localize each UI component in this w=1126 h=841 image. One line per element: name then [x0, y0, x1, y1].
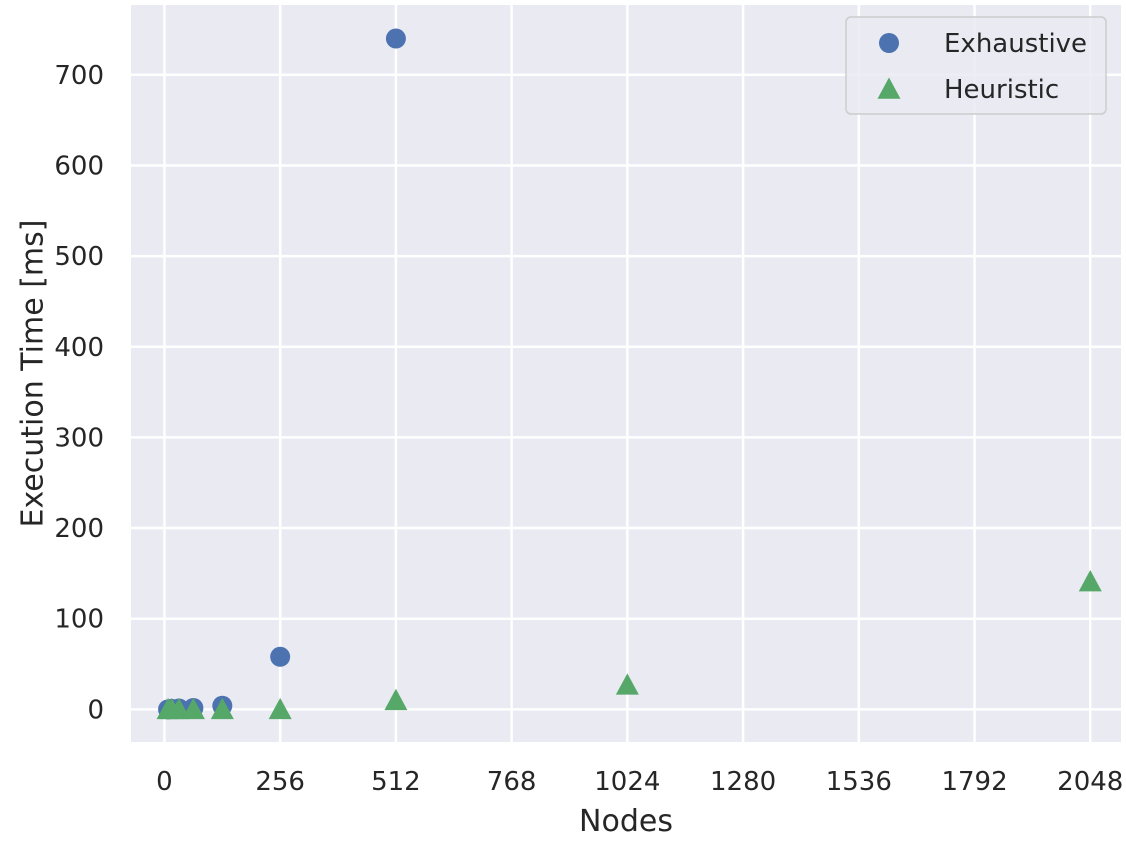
- heuristic-point: [268, 697, 292, 720]
- heuristic-point: [384, 688, 408, 711]
- x-axis-label: Nodes: [579, 804, 673, 839]
- grid-lines: [131, 5, 1121, 742]
- x-tick-label: 512: [371, 767, 421, 797]
- y-axis-label: Execution Time [ms]: [16, 220, 51, 528]
- heuristic-point: [1078, 570, 1102, 592]
- legend-items: Exhaustive Heuristic: [877, 29, 1087, 105]
- heuristic-point: [210, 697, 234, 720]
- legend-item-exhaustive: Exhaustive: [879, 29, 1087, 59]
- y-tick-label: 700: [54, 61, 104, 91]
- legend-item-heuristic: Heuristic: [877, 75, 1059, 105]
- y-tick-label: 200: [54, 514, 104, 544]
- legend-label-heuristic: Heuristic: [944, 75, 1059, 105]
- x-tick-label: 1280: [710, 767, 776, 797]
- exhaustive-point: [385, 28, 406, 49]
- legend-marker-heuristic: [877, 77, 901, 99]
- heuristic-point: [167, 697, 191, 720]
- y-tick-label: 400: [54, 333, 104, 363]
- legend-marker-exhaustive: [879, 33, 899, 53]
- heuristic-point: [181, 697, 205, 720]
- legend-box: [845, 16, 1107, 115]
- series-heuristic: [156, 570, 1102, 720]
- x-tick-label: 1792: [941, 767, 1007, 797]
- tick-labels: 0 256 512 768 1024 1280 1536 1792 2048 0 100 200 300…: [54, 61, 1123, 797]
- x-tick-label: 256: [255, 767, 305, 797]
- y-tick-label: 0: [87, 695, 104, 725]
- x-tick-label: 1536: [826, 767, 892, 797]
- data-points: [156, 28, 1102, 720]
- exhaustive-point: [270, 646, 291, 667]
- x-tick-label: 1024: [594, 767, 660, 797]
- y-tick-label: 300: [54, 423, 104, 453]
- legend: Exhaustive Heuristic: [845, 16, 1107, 115]
- heuristic-point: [615, 673, 639, 695]
- y-tick-label: 100: [54, 605, 104, 635]
- y-tick-label: 600: [54, 151, 104, 181]
- legend-label-exhaustive: Exhaustive: [944, 29, 1087, 59]
- y-tick-label: 500: [54, 242, 104, 272]
- x-tick-label: 768: [487, 767, 537, 797]
- x-tick-label: 0: [156, 767, 173, 797]
- x-tick-label: 2048: [1057, 767, 1123, 797]
